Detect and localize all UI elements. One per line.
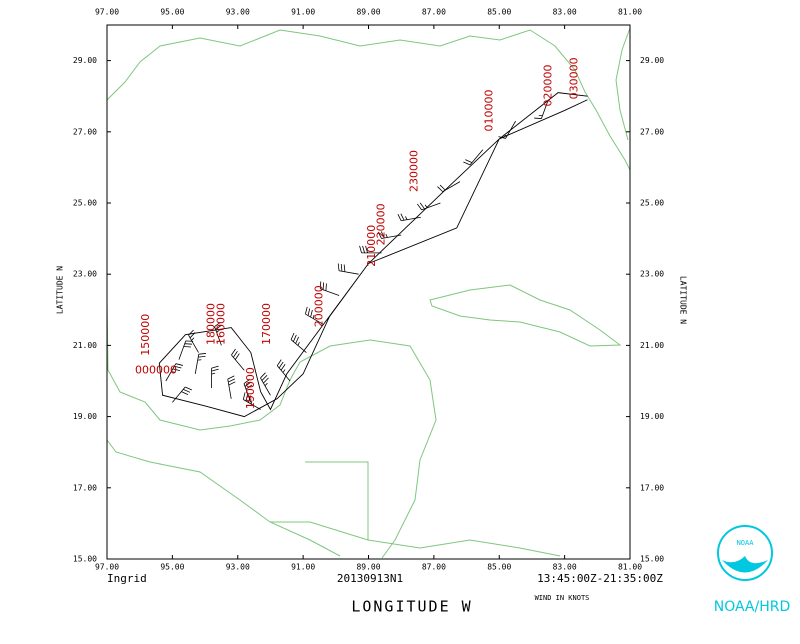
time-label: 210000 — [365, 225, 378, 267]
y-axis-label-left: LATITUDE N — [56, 266, 65, 314]
storm-name: Ingrid — [107, 572, 147, 585]
noaa-logo: NOAA — [717, 525, 773, 581]
time-label: 150000 — [139, 314, 152, 356]
time-label: 170000 — [260, 303, 273, 345]
wind-barb — [227, 375, 236, 399]
wind-barb — [214, 322, 222, 346]
wind-barb — [188, 329, 199, 353]
x-tick-label: 89.00 — [356, 563, 380, 572]
time-label: 220000 — [375, 203, 388, 245]
y-tick-label-right: 27.00 — [640, 127, 664, 136]
time-label: 200000 — [312, 285, 325, 327]
wind-barb — [337, 263, 359, 275]
flight-track — [158, 92, 588, 418]
mexico-coast — [106, 299, 437, 559]
x-tick-label-top: 89.00 — [356, 8, 380, 17]
x-tick-label-top: 93.00 — [226, 8, 250, 17]
time-label: 010000 — [482, 89, 495, 131]
wind-barb — [243, 378, 253, 403]
y-tick-label: 27.00 — [73, 127, 97, 136]
x-tick-label: 87.00 — [422, 563, 446, 572]
logo-text: NOAA — [737, 539, 755, 547]
time-label: 230000 — [407, 150, 420, 192]
wind-barb — [417, 202, 441, 211]
y-tick-label-right: 15.00 — [640, 555, 664, 564]
y-tick-label: 17.00 — [73, 483, 97, 492]
y-tick-label-right: 21.00 — [640, 341, 664, 350]
time-label: 190000 — [244, 367, 257, 409]
wind-barb — [260, 372, 271, 396]
wind-barb — [498, 120, 516, 139]
x-tick-label-top: 97.00 — [95, 8, 119, 17]
time-label: 180000 — [205, 303, 218, 345]
time-label: 030000 — [567, 57, 580, 99]
y-tick-label-right: 23.00 — [640, 270, 664, 279]
wind-barb — [211, 365, 219, 389]
wind-barb — [319, 281, 340, 296]
coastlines — [106, 27, 631, 559]
wind-barb — [242, 392, 261, 410]
wind-barb — [377, 231, 402, 239]
time-label: 160000 — [214, 303, 227, 345]
x-tick-label-top: 85.00 — [487, 8, 511, 17]
x-tick-label: 85.00 — [487, 563, 511, 572]
y-tick-label-right: 25.00 — [640, 199, 664, 208]
wind-barb — [194, 353, 207, 374]
x-tick-label: 81.00 — [618, 563, 642, 572]
wind-barb — [534, 99, 549, 119]
time-label: 020000 — [541, 65, 554, 107]
mission-id: 20130913N1 — [337, 572, 403, 585]
y-tick-label: 21.00 — [73, 341, 97, 350]
x-tick-label: 95.00 — [160, 563, 184, 572]
wind-barb — [290, 332, 307, 353]
wind-barb — [165, 363, 183, 382]
time-label: 000000 — [135, 363, 177, 376]
time-range: 13:45:00Z-21:35:00Z — [537, 572, 663, 585]
x-tick-label-top: 81.00 — [618, 8, 642, 17]
y-tick-label: 15.00 — [73, 555, 97, 564]
data-layer: 97.00 97.00 95.00 95.00 93.00 93.00 91.00 91.00… — [73, 8, 664, 572]
x-tick-label-top: 91.00 — [291, 8, 315, 17]
wind-units: WIND IN KNOTS — [535, 594, 590, 602]
belize-border — [305, 461, 369, 540]
y-axis-label-right: LATITUDE N — [679, 276, 688, 324]
wind-barb — [178, 340, 194, 360]
wind-barb — [397, 213, 421, 222]
y-tick-label: 29.00 — [73, 56, 97, 65]
y-tick-label: 23.00 — [73, 270, 97, 279]
credit: NOAA/HRD — [714, 599, 791, 615]
wind-barb — [305, 306, 323, 325]
x-tick-label: 83.00 — [553, 563, 577, 572]
wind-barb — [231, 348, 245, 371]
x-tick-label: 97.00 — [95, 563, 119, 572]
x-tick-label: 91.00 — [291, 563, 315, 572]
cuba — [429, 284, 622, 347]
florida-coast — [615, 27, 631, 141]
y-tick-label: 19.00 — [73, 412, 97, 421]
x-tick-label: 93.00 — [226, 563, 250, 572]
y-tick-label-right: 29.00 — [640, 56, 664, 65]
y-tick-label: 25.00 — [73, 199, 97, 208]
wind-barb — [437, 181, 461, 192]
central-america — [106, 439, 341, 557]
wind-barb — [276, 359, 291, 382]
x-tick-label-top: 95.00 — [160, 8, 184, 17]
x-axis-label: LONGITUDE W — [351, 598, 472, 616]
x-tick-label-top: 87.00 — [422, 8, 446, 17]
us-gulf-coast — [106, 29, 631, 171]
guatemala-border — [270, 521, 561, 557]
wind-barb — [172, 386, 193, 403]
wind-barb — [463, 149, 484, 166]
y-tick-label-right: 17.00 — [640, 483, 664, 492]
y-tick-label-right: 19.00 — [640, 412, 664, 421]
wind-barb — [359, 245, 382, 254]
x-tick-label-top: 83.00 — [553, 8, 577, 17]
